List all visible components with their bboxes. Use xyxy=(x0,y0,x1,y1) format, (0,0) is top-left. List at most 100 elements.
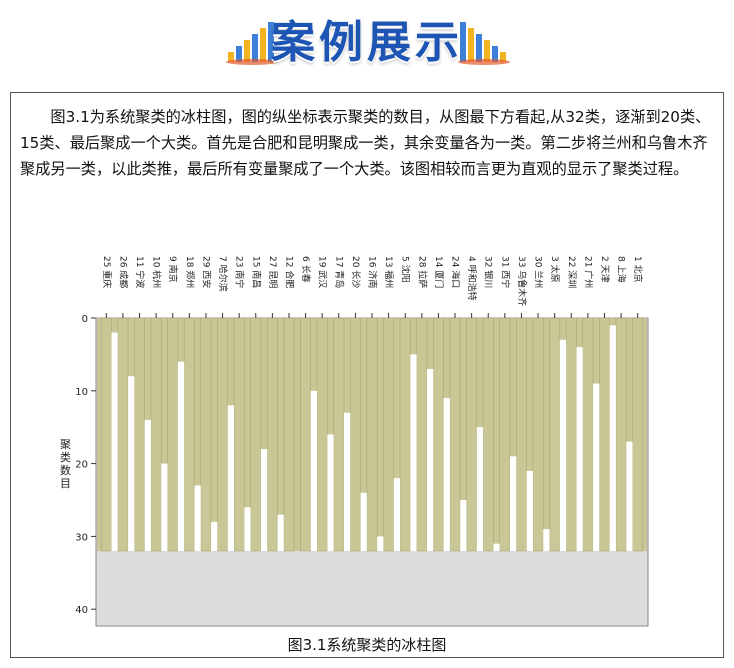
y-tick-label: 0 xyxy=(82,314,88,325)
category-label: 21 广州 xyxy=(582,256,594,288)
category-label: 5 沈阳 xyxy=(400,256,412,283)
variable-bar xyxy=(250,317,262,552)
variable-bar xyxy=(117,317,129,552)
category-label: 22 深圳 xyxy=(566,256,577,288)
merge-gap xyxy=(360,492,367,551)
variable-bar xyxy=(183,317,195,552)
merge-gap xyxy=(460,500,467,551)
category-label: 2 天津 xyxy=(599,256,610,283)
merge-gap xyxy=(343,412,351,551)
merge-gap xyxy=(393,478,401,551)
category-label: 18 郑州 xyxy=(184,256,196,288)
variable-bar xyxy=(432,317,444,552)
variable-bar xyxy=(466,317,478,552)
category-label: 31 西宁 xyxy=(499,256,511,288)
category-label: 11 宁波 xyxy=(134,256,146,288)
y-tick-label: 20 xyxy=(75,460,88,471)
merge-gap xyxy=(626,441,633,551)
category-label: 23 南宁 xyxy=(234,256,246,288)
category-label: 13 福州 xyxy=(383,256,395,288)
category-label: 8 上海 xyxy=(616,256,628,283)
category-label: 4 呼和浩特 xyxy=(466,256,478,301)
merge-gap xyxy=(327,434,334,551)
variable-bar xyxy=(283,317,295,552)
category-label: 10 杭州 xyxy=(151,256,163,288)
variable-bar xyxy=(549,317,561,552)
category-label: 27 昆明 xyxy=(267,256,278,288)
variable-bar xyxy=(449,317,461,552)
variable-bar xyxy=(333,317,345,552)
variable-bar xyxy=(266,317,278,552)
variable-bar xyxy=(300,317,312,552)
category-label: 33 乌鲁木齐 xyxy=(516,256,528,306)
category-label: 14 厦门 xyxy=(433,256,445,288)
variable-bar xyxy=(615,317,627,552)
variable-bar xyxy=(349,317,361,552)
category-label: 17 青岛 xyxy=(333,256,345,288)
category-label: 29 西安 xyxy=(200,256,212,288)
category-label: 20 长沙 xyxy=(350,256,362,288)
merge-gap xyxy=(244,507,251,551)
category-label: 19 武汉 xyxy=(317,256,329,288)
variable-bar xyxy=(150,317,162,552)
variable-bar xyxy=(399,317,411,552)
category-label: 25 重庆 xyxy=(101,256,113,288)
icicle-chart: 0 10 20 30 40 聚类数目 25 重庆 26 成都 11 宁波 10 杭州 9 南京 18 … xyxy=(60,256,649,627)
bar-chart-decoration-icon xyxy=(458,22,510,65)
variable-bar xyxy=(167,317,179,552)
figure-caption: 图3.1系统聚类的冰柱图 xyxy=(287,636,447,654)
category-label: 28 拉萨 xyxy=(416,256,428,288)
merge-gap xyxy=(609,325,616,551)
merge-gap xyxy=(493,543,500,551)
category-label: 26 成都 xyxy=(117,256,129,288)
merge-gap xyxy=(443,398,450,551)
merge-gap xyxy=(277,514,284,551)
merge-gap xyxy=(509,456,517,551)
merge-gap xyxy=(593,383,600,551)
merge-gap xyxy=(377,536,384,551)
category-label: 6 长春 xyxy=(300,256,312,283)
y-axis-label: 聚类数目 xyxy=(60,438,71,490)
merge-gap xyxy=(543,529,550,551)
category-label: 16 济南 xyxy=(367,256,379,288)
y-tick-label: 10 xyxy=(75,387,88,398)
variable-bar xyxy=(233,317,245,552)
category-label: 30 兰州 xyxy=(533,256,545,288)
header-title: 案例展示 xyxy=(271,17,463,68)
variable-bar xyxy=(316,317,328,552)
variable-bar xyxy=(200,317,212,552)
merge-gap xyxy=(526,470,533,551)
variable-bar xyxy=(100,317,112,552)
category-label: 7 哈尔滨 xyxy=(217,256,229,292)
y-tick-label: 40 xyxy=(75,605,88,616)
merge-gap xyxy=(111,332,118,551)
merge-gap xyxy=(476,427,484,551)
variable-bar xyxy=(366,317,378,552)
variable-bar xyxy=(632,317,644,552)
variable-bar xyxy=(565,317,577,552)
merge-gap xyxy=(144,419,151,551)
variable-bar xyxy=(599,317,610,552)
merge-gap xyxy=(426,368,434,551)
category-label: 1 北京 xyxy=(632,256,644,283)
merge-gap xyxy=(576,347,583,551)
variable-bar xyxy=(516,317,527,552)
category-label: 15 南昌 xyxy=(250,256,262,288)
description-paragraph: 图3.1为系统聚类的冰柱图，图的纵坐标表示聚类的数目，从图最下方看起,从32类，… xyxy=(20,108,711,178)
merge-gap xyxy=(194,485,201,551)
variable-bar xyxy=(383,317,395,552)
variable-bar xyxy=(134,317,145,552)
merge-gap xyxy=(310,390,318,551)
merge-gap xyxy=(161,463,168,551)
category-label: 9 南京 xyxy=(167,256,179,283)
category-label: 3 太原 xyxy=(549,256,561,283)
merge-gap xyxy=(410,354,417,551)
merge-gap xyxy=(559,339,567,551)
merge-gap xyxy=(227,405,235,551)
variable-bar xyxy=(532,317,544,552)
merge-gap xyxy=(128,376,135,551)
bar-chart-decoration-icon xyxy=(226,22,278,65)
merge-gap xyxy=(260,449,268,551)
variable-bar xyxy=(482,317,494,552)
variable-bar xyxy=(217,317,228,552)
